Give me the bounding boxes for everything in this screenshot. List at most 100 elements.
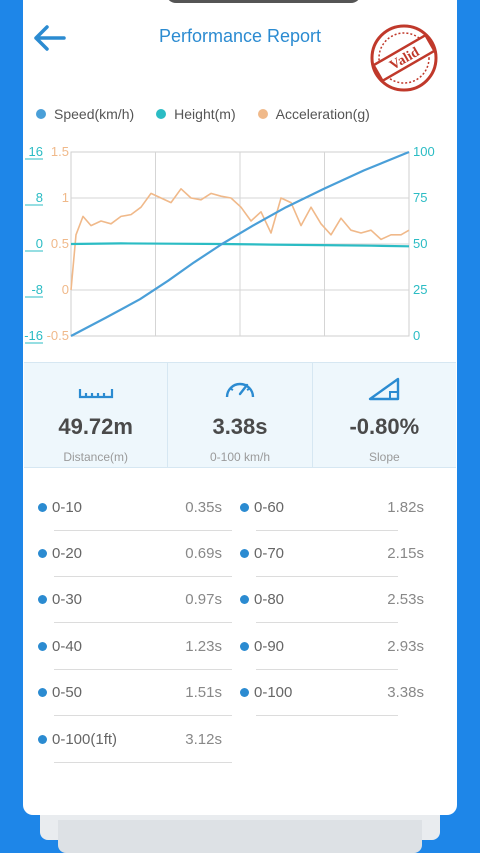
stat-distance: 49.72m Distance(m) <box>24 363 167 467</box>
height-tick-label: -8 <box>31 282 43 297</box>
legend-speed-swatch <box>36 109 46 119</box>
split-row: 0-30 0.97s <box>38 577 232 623</box>
split-name: 0-90 <box>254 638 285 655</box>
stats-panel: 49.72m Distance(m) 3.38s 0-100 km/h -0.8… <box>24 362 456 468</box>
split-row: 0-100 3.38s <box>240 670 430 716</box>
split-bullet <box>38 595 47 604</box>
split-time: 3.38s <box>387 684 424 701</box>
split-divider <box>54 715 232 716</box>
speed-tick-label: 25 <box>413 282 427 297</box>
card-stack-shadow-2 <box>58 820 422 853</box>
height-tick-label: -16 <box>24 328 43 343</box>
split-name: 0-40 <box>52 638 83 655</box>
split-divider <box>54 762 232 763</box>
back-arrow-icon[interactable] <box>33 24 67 52</box>
split-divider <box>54 622 232 623</box>
split-divider <box>54 669 232 670</box>
split-row: 0-20 0.69s <box>38 531 232 577</box>
split-name: 0-20 <box>52 545 83 562</box>
accel-tick-label: 0.5 <box>51 236 69 251</box>
stat-time: 3.38s 0-100 km/h <box>167 363 311 467</box>
valid-stamp: Valid <box>370 24 438 92</box>
split-row: 0-40 1.23s <box>38 624 232 670</box>
series-line-speed <box>70 150 410 337</box>
split-time: 1.82s <box>387 499 424 516</box>
split-divider <box>256 669 398 670</box>
split-divider <box>54 530 232 531</box>
split-time: 0.35s <box>185 499 222 516</box>
split-row: 0-60 1.82s <box>240 485 430 531</box>
split-row: 0-100(1ft) 3.12s <box>38 717 232 763</box>
slope-icon <box>369 377 400 401</box>
split-time: 1.51s <box>185 684 222 701</box>
distance-value: 49.72m <box>58 414 133 439</box>
speedometer-icon <box>225 382 255 398</box>
split-bullet <box>240 642 249 651</box>
split-name: 0-100 <box>254 684 293 701</box>
split-time: 0.69s <box>185 545 222 562</box>
split-time: 2.15s <box>387 545 424 562</box>
split-time: 0.97s <box>185 591 222 608</box>
split-bullet <box>240 595 249 604</box>
split-bullet <box>240 503 249 512</box>
split-bullet <box>38 688 47 697</box>
legend-speed: Speed(km/h) <box>36 106 134 122</box>
series-line-height <box>70 242 410 248</box>
split-name: 0-100(1ft) <box>52 731 118 748</box>
height-tick-label: 16 <box>29 144 43 159</box>
split-bullet <box>240 549 249 558</box>
performance-chart: 16 1.5 100 8 1 75 0 0.5 50 -8 0 25 -16 -0.5 0 <box>24 144 435 344</box>
speed-tick-label: 0 <box>413 328 420 343</box>
accel-tick-label: 0 <box>62 282 69 297</box>
chart-legend: Speed(km/h) Height(m) Acceleration(g) <box>36 106 392 122</box>
split-bullet <box>240 688 249 697</box>
accel-tick-label: -0.5 <box>47 328 69 343</box>
split-divider <box>256 576 398 577</box>
split-divider <box>54 576 232 577</box>
ruler-icon <box>78 389 113 399</box>
split-bullet <box>38 735 47 744</box>
split-name: 0-50 <box>52 684 83 701</box>
split-divider <box>256 622 398 623</box>
legend-acceleration: Acceleration(g) <box>257 106 370 122</box>
split-row: 0-90 2.93s <box>240 624 430 670</box>
split-time: 2.93s <box>387 638 424 655</box>
height-tick-label: 0 <box>36 236 43 251</box>
split-name: 0-60 <box>254 499 285 516</box>
stat-slope: -0.80% Slope <box>311 363 456 467</box>
time-label: 0-100 km/h <box>209 450 270 464</box>
speed-tick-label: 50 <box>413 236 427 251</box>
split-row: 0-80 2.53s <box>240 577 430 623</box>
legend-height: Height(m) <box>156 106 236 122</box>
split-name: 0-30 <box>52 591 83 608</box>
split-divider <box>256 715 398 716</box>
split-row: 0-10 0.35s <box>38 485 232 531</box>
speed-tick-label: 75 <box>413 190 427 205</box>
split-time: 3.12s <box>185 731 222 748</box>
legend-height-label: Height(m) <box>174 106 236 122</box>
split-row: 0-50 1.51s <box>38 670 232 716</box>
split-time: 1.23s <box>185 638 222 655</box>
split-name: 0-10 <box>52 499 83 516</box>
split-row: 0-70 2.15s <box>240 531 430 577</box>
speed-tick-label: 100 <box>413 144 435 159</box>
split-bullet <box>38 642 47 651</box>
slope-value: -0.80% <box>349 414 420 439</box>
page-title: Performance Report <box>158 26 322 46</box>
accel-tick-label: 1 <box>62 190 69 205</box>
legend-acceleration-swatch <box>257 109 268 119</box>
legend-speed-label: Speed(km/h) <box>54 106 135 122</box>
split-bullet <box>38 503 47 512</box>
top-handle <box>166 0 361 3</box>
height-tick-label: 8 <box>36 190 43 205</box>
series-line-acceleration <box>70 187 410 291</box>
split-name: 0-70 <box>254 545 285 562</box>
slope-label: Slope <box>368 450 400 464</box>
split-name: 0-80 <box>254 591 285 608</box>
split-bullet <box>38 549 47 558</box>
split-divider <box>256 530 398 531</box>
legend-acceleration-label: Acceleration(g) <box>275 106 370 122</box>
split-time: 2.53s <box>387 591 424 608</box>
time-value: 3.38s <box>212 414 268 439</box>
distance-label: Distance(m) <box>63 450 128 464</box>
